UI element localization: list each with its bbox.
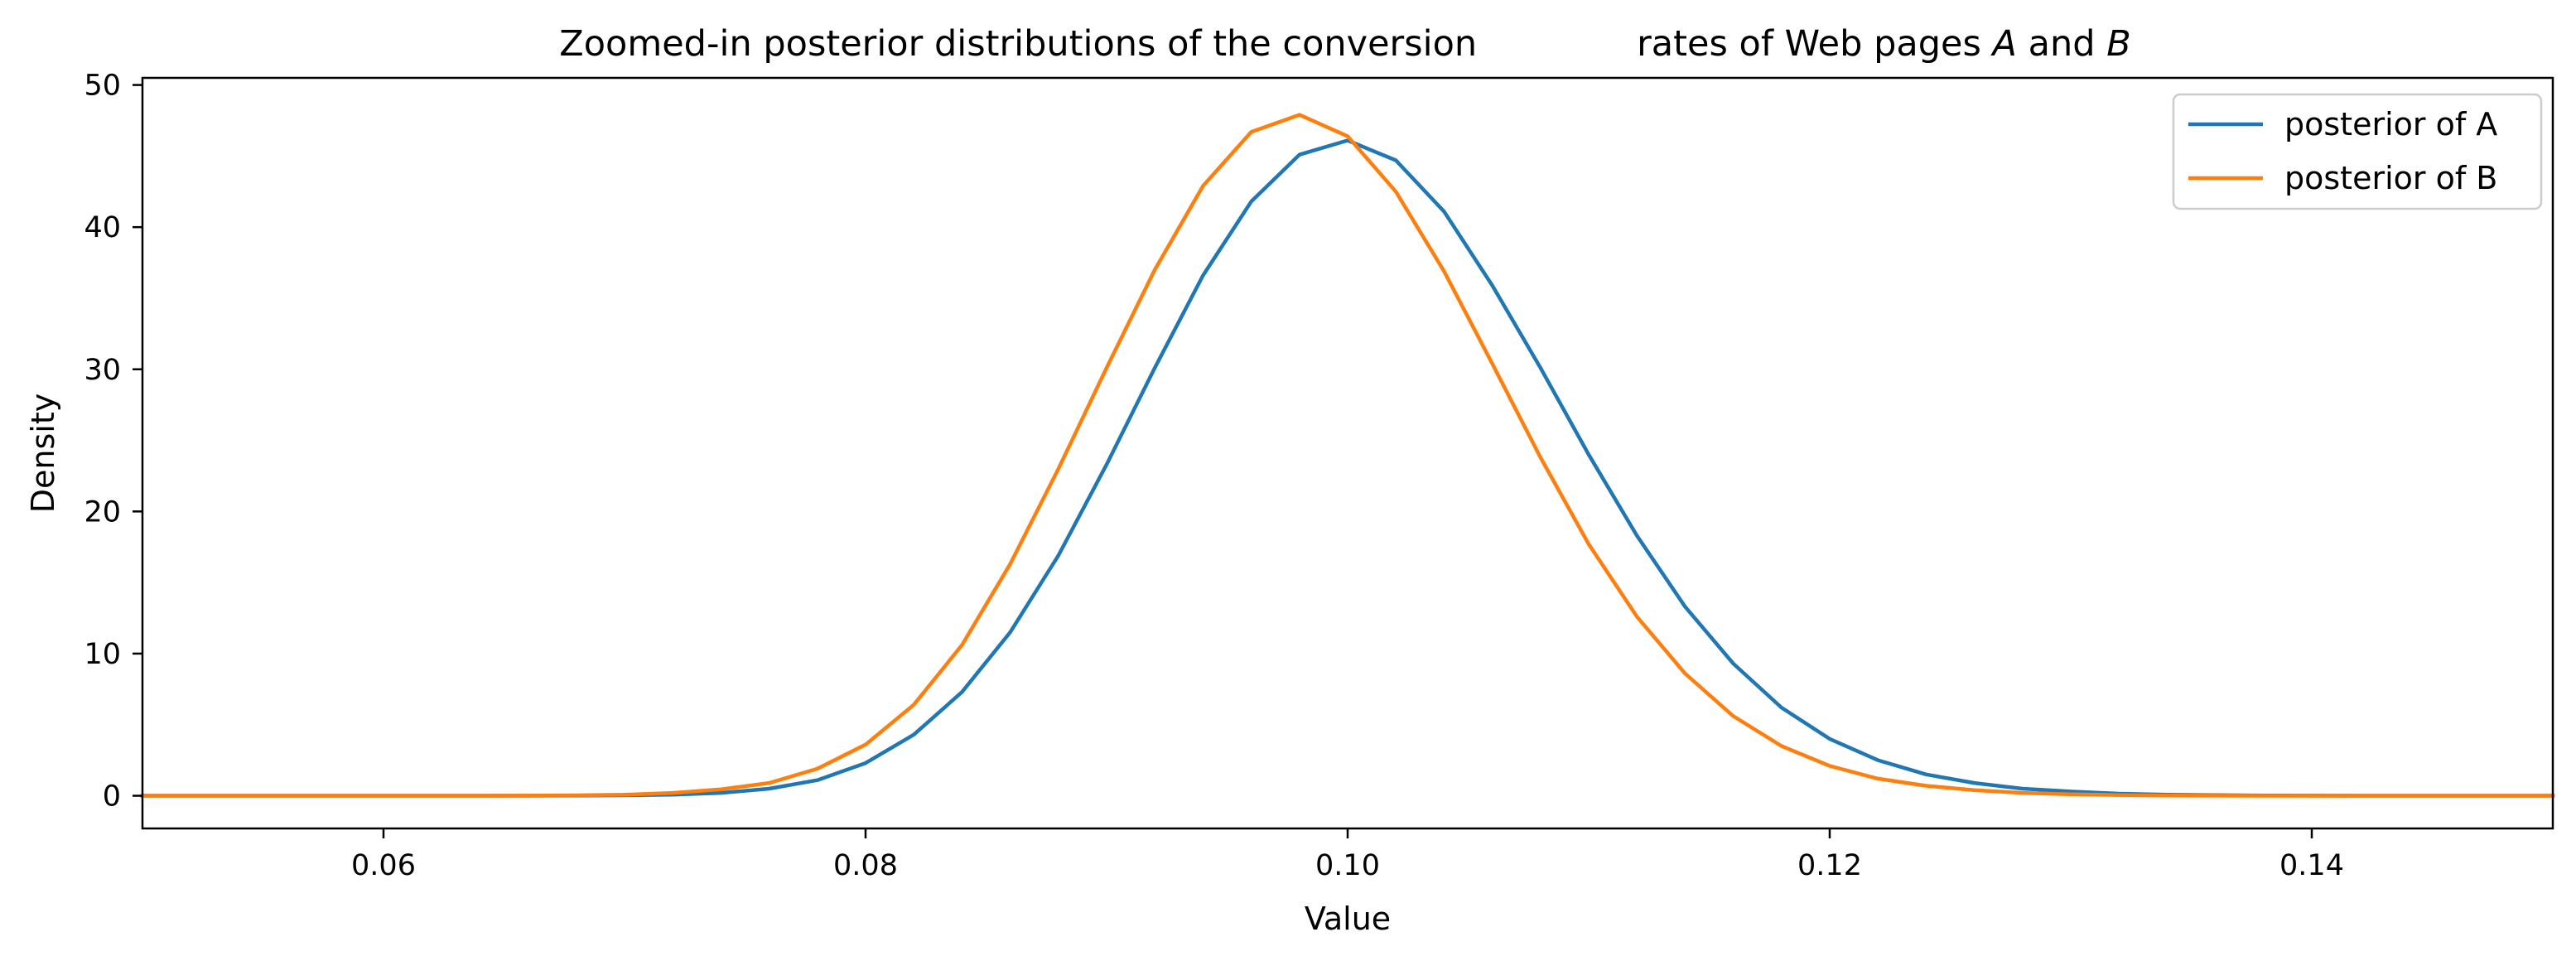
chart-title-var-a: A [1990, 23, 2017, 65]
chart-title-right-a: rates of Web pages [1637, 23, 1992, 65]
y-tick-label: 20 [84, 495, 121, 529]
chart-title-mid: and [2017, 23, 2106, 65]
x-tick-label: 0.06 [351, 849, 416, 882]
y-axis-label: Density [25, 394, 61, 513]
x-tick-label: 0.14 [2279, 849, 2344, 882]
legend-label-b: posterior of B [2284, 160, 2497, 196]
series-line-a [140, 138, 2555, 798]
chart-title: Zoomed-in posterior distributions of the… [559, 23, 2130, 65]
x-tick-label: 0.12 [1797, 849, 1862, 882]
chart-title-var-b: B [2106, 23, 2131, 65]
y-tick-label: 40 [84, 211, 121, 244]
series-line-b [140, 113, 2555, 798]
x-axis-label: Value [1305, 901, 1391, 937]
y-tick-label: 0 [103, 780, 121, 814]
chart-title-left: Zoomed-in posterior distributions of the… [559, 23, 1477, 65]
legend-label-a: posterior of A [2284, 106, 2497, 142]
plot-frame [141, 76, 2554, 830]
x-tick-label: 0.10 [1315, 849, 1380, 882]
x-axis-ticks: 0.06 0.08 0.10 0.12 0.14 [351, 828, 2344, 882]
y-tick-label: 50 [84, 70, 121, 103]
x-tick-label: 0.08 [833, 849, 898, 882]
legend: posterior of A posterior of B [2172, 93, 2543, 210]
series-layer [140, 113, 2555, 798]
y-tick-label: 30 [84, 354, 121, 387]
y-axis-ticks: 0 10 20 30 40 50 [84, 70, 142, 814]
legend-box [2172, 93, 2543, 210]
y-tick-label: 10 [84, 638, 121, 671]
legend-entries: posterior of A posterior of B [2188, 106, 2497, 196]
